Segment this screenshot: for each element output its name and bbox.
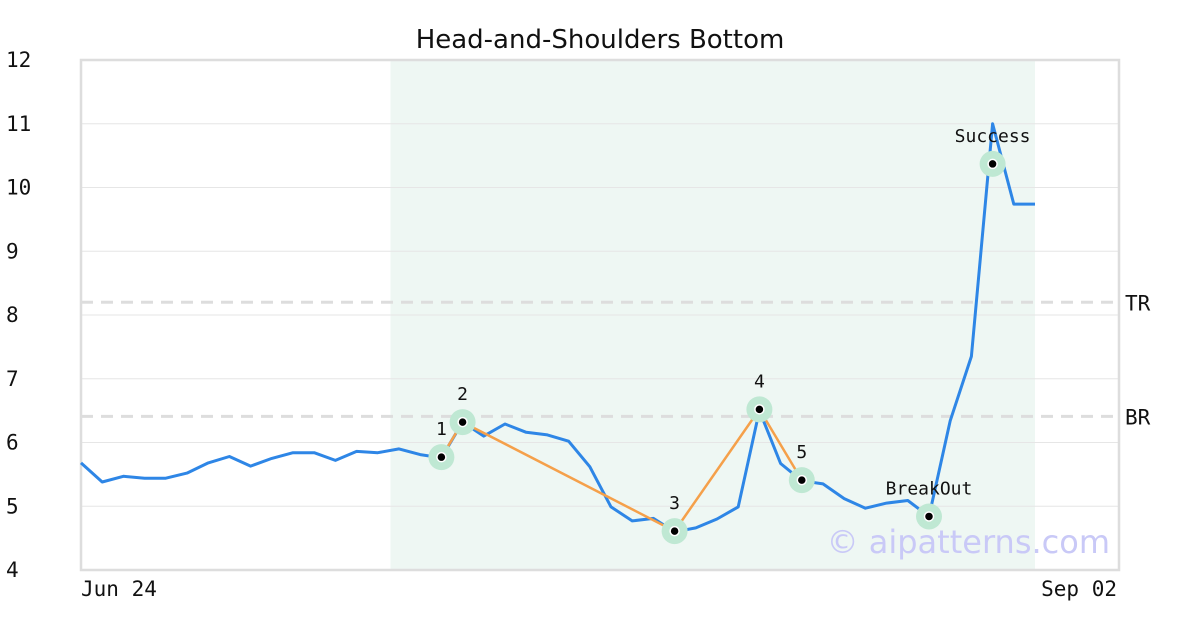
y-tick-label: 11: [6, 112, 31, 136]
y-axis-ticks: 4 5 6 7 8 9 10 11 12: [6, 48, 31, 582]
marker-5: 5: [788, 442, 815, 494]
y-tick-label: 12: [6, 48, 31, 72]
y-tick-label: 9: [6, 239, 19, 263]
marker-label: Success: [955, 126, 1031, 147]
chart-title: Head-and-Shoulders Bottom: [416, 25, 785, 55]
marker-label: 1: [436, 419, 447, 440]
marker-dot: [436, 451, 447, 463]
x-axis-ticks: Jun 24 Sep 02: [81, 577, 1117, 601]
marker-dot: [669, 525, 680, 537]
y-tick-label: 6: [6, 431, 19, 455]
marker-label: 3: [669, 493, 680, 514]
marker-dot: [923, 511, 935, 522]
marker-success: Success: [955, 126, 1031, 177]
y-tick-label: 5: [6, 494, 19, 518]
marker-dot: [987, 158, 998, 170]
watermark: © aipatterns.com: [827, 523, 1110, 561]
marker-dot: [796, 474, 808, 486]
grid-lines: [81, 123, 1119, 507]
marker-label: BreakOut: [886, 478, 973, 499]
marker-dot: [754, 404, 765, 415]
marker-dot: [457, 416, 468, 428]
level-label-br: BR: [1125, 405, 1151, 429]
marker-4: 4: [746, 371, 773, 423]
plot-frame: [79, 58, 1121, 572]
x-tick-label: Sep 02: [1041, 577, 1117, 601]
marker-breakout: BreakOut: [886, 478, 973, 530]
level-label-tr: TR: [1125, 291, 1151, 315]
marker-label: 4: [754, 371, 765, 392]
price-line: [79, 122, 1035, 534]
x-tick-label: Jun 24: [81, 577, 157, 601]
y-tick-label: 10: [6, 176, 31, 200]
pattern-markers: 12 3 4 5 BreakOut Success: [428, 126, 1031, 545]
y-tick-label: 7: [6, 367, 19, 391]
level-lines: TR BR: [81, 291, 1151, 429]
marker-label: 5: [796, 442, 807, 463]
marker-3: 3: [661, 493, 688, 545]
marker-1: 1: [428, 419, 455, 471]
marker-label: 2: [457, 384, 468, 405]
y-tick-label: 4: [6, 558, 19, 582]
marker-2: 2: [449, 384, 476, 436]
y-tick-label: 8: [6, 303, 19, 327]
